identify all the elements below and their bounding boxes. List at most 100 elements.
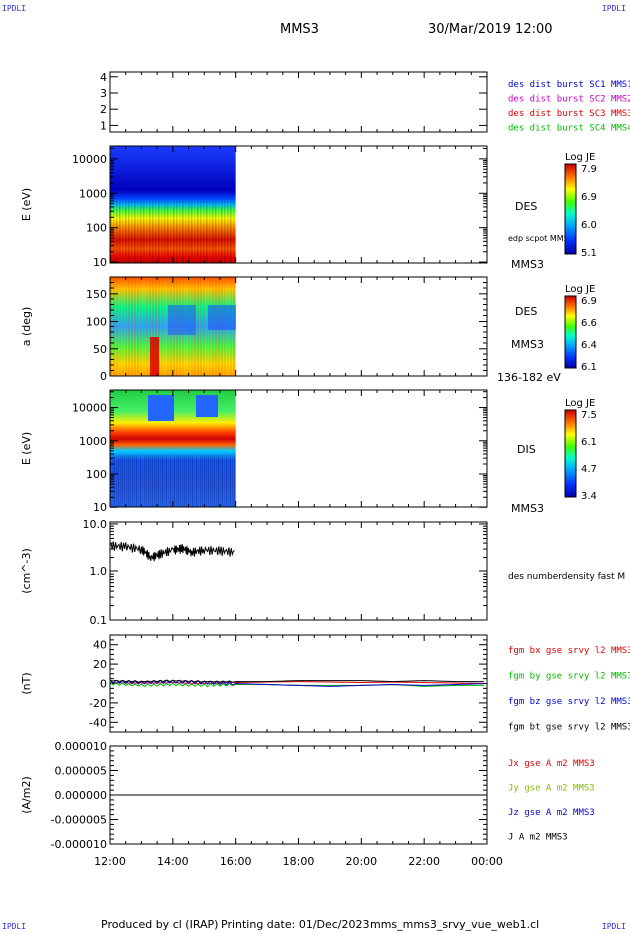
spectrogram-texture bbox=[218, 201, 220, 263]
spectrogram-texture bbox=[179, 201, 181, 263]
colorbar-des-pitch-tick: 6.4 bbox=[581, 340, 597, 351]
y-tick-label: 0 bbox=[100, 370, 107, 383]
spectrogram-texture bbox=[155, 277, 157, 376]
spectrogram-texture bbox=[134, 455, 135, 507]
spectrogram-texture bbox=[180, 455, 181, 507]
spectrogram-texture bbox=[131, 201, 133, 263]
legend-bfield-2: fgm bz gse srvy l2 MMS3 bbox=[508, 697, 630, 707]
y-tick-label: 10 bbox=[93, 256, 107, 269]
y-axis-label-density: (cm^-3) bbox=[20, 548, 33, 594]
spectrogram-texture bbox=[176, 455, 177, 507]
spectrogram-texture bbox=[178, 455, 179, 507]
spectrogram-texture bbox=[125, 277, 127, 376]
spectrogram-texture bbox=[113, 201, 115, 263]
spectrogram-texture bbox=[137, 277, 139, 376]
colorbar-des-energy-tick: 5.1 bbox=[581, 248, 597, 259]
colorbar-dis-energy-title: Log JE bbox=[565, 398, 595, 409]
spectrogram-texture bbox=[116, 201, 118, 263]
legend-burst-3: des dist burst SC4 MMS4 bbox=[508, 124, 630, 134]
colorbar-des-pitch-title: Log JE bbox=[565, 284, 595, 295]
spectrogram-texture bbox=[188, 201, 190, 263]
spectrogram-texture bbox=[198, 455, 199, 507]
spectrogram-texture bbox=[200, 201, 202, 263]
spectrogram-texture bbox=[122, 455, 123, 507]
page-datetime: 30/Mar/2019 12:00 bbox=[428, 22, 553, 37]
spectrogram-texture bbox=[148, 455, 149, 507]
panel-burst-frame bbox=[109, 71, 488, 133]
y-tick-label: 1000 bbox=[79, 187, 107, 200]
spectrogram-texture bbox=[185, 201, 187, 263]
spectrogram-texture bbox=[172, 455, 173, 507]
spectrogram-texture bbox=[212, 201, 214, 263]
spectrogram-texture bbox=[206, 201, 208, 263]
time-axis-label: 14:00 bbox=[157, 855, 189, 868]
y-tick-label: 20 bbox=[93, 658, 107, 671]
spectrogram-texture bbox=[160, 455, 161, 507]
spectrogram-texture bbox=[152, 201, 154, 263]
spectrogram-texture bbox=[146, 455, 147, 507]
spectrogram-texture bbox=[140, 455, 141, 507]
y-tick-label: -0.000010 bbox=[51, 838, 107, 851]
spectrogram-texture bbox=[232, 455, 233, 507]
colorbar-des-pitch-tick: 6.1 bbox=[581, 362, 597, 373]
side-label-dis: DIS bbox=[517, 443, 536, 456]
side-label-mms3-a: MMS3 bbox=[511, 258, 544, 271]
spectrogram-texture bbox=[154, 455, 155, 507]
spectrogram-texture bbox=[190, 455, 191, 507]
y-tick-label: 100 bbox=[86, 222, 107, 235]
y-tick-label: 1000 bbox=[79, 435, 107, 448]
spectrogram-texture bbox=[202, 455, 203, 507]
spectrogram-texture bbox=[174, 455, 175, 507]
spectrogram-texture bbox=[156, 455, 157, 507]
spectrogram-texture bbox=[230, 201, 232, 263]
spectrogram-texture bbox=[170, 201, 172, 263]
spectrogram-texture bbox=[206, 277, 208, 376]
spectrogram-texture bbox=[138, 455, 139, 507]
y-tick-label: 0.000010 bbox=[55, 740, 108, 753]
colorbar-des-pitch bbox=[564, 295, 577, 369]
colorbar-des-energy-tick: 7.9 bbox=[581, 164, 597, 175]
y-tick-label: 4 bbox=[100, 71, 107, 84]
y-tick-label: -0.000005 bbox=[51, 814, 107, 827]
colorbar-des-pitch-tick: 6.9 bbox=[581, 296, 597, 307]
y-tick-label: 40 bbox=[93, 639, 107, 652]
spectrogram-texture bbox=[122, 277, 124, 376]
y-tick-label: 1 bbox=[100, 119, 107, 132]
spectrogram-texture bbox=[168, 455, 169, 507]
spectrogram-texture bbox=[128, 201, 130, 263]
footer-printing-date: Printing date: 01/Dec/2023 bbox=[221, 918, 370, 931]
spectrogram-texture bbox=[170, 455, 171, 507]
pitch-feature bbox=[150, 337, 159, 376]
spectrogram-texture bbox=[222, 455, 223, 507]
spectrogram-texture bbox=[206, 455, 207, 507]
spectrogram-texture bbox=[214, 455, 215, 507]
spectrogram-texture bbox=[167, 201, 169, 263]
legend-density: des numberdensity fast M bbox=[508, 572, 625, 582]
spectrogram-texture bbox=[192, 455, 193, 507]
side-label-des: DES bbox=[515, 200, 537, 213]
spectrogram-texture bbox=[122, 201, 124, 263]
spectrogram-texture bbox=[114, 455, 115, 507]
spectrogram-texture bbox=[149, 277, 151, 376]
spectrogram-texture bbox=[176, 201, 178, 263]
spectrogram-texture bbox=[208, 455, 209, 507]
spectrogram-texture bbox=[142, 455, 143, 507]
spectrogram-texture bbox=[194, 201, 196, 263]
page-title: MMS3 bbox=[280, 22, 319, 37]
spectrogram-texture bbox=[128, 277, 130, 376]
legend-current-0: Jx gse A m2 MMS3 bbox=[508, 759, 595, 769]
side-label-edp: edp scpot MMS3 bbox=[508, 234, 574, 243]
spectrogram-texture bbox=[132, 455, 133, 507]
colorbar-dis-energy-tick: 7.5 bbox=[581, 410, 597, 421]
spectrogram-texture bbox=[221, 201, 223, 263]
spectrogram-texture bbox=[134, 277, 136, 376]
spectrogram-texture bbox=[164, 277, 166, 376]
spectrogram-texture bbox=[184, 455, 185, 507]
spectrogram-texture bbox=[152, 455, 153, 507]
legend-bfield-3: fgm bt gse srvy l2 MMS3 bbox=[508, 723, 630, 733]
y-tick-label: 1.0 bbox=[90, 565, 108, 578]
spectrogram-texture bbox=[162, 455, 163, 507]
y-tick-label: 2 bbox=[100, 103, 107, 116]
spectrogram-texture bbox=[146, 277, 148, 376]
